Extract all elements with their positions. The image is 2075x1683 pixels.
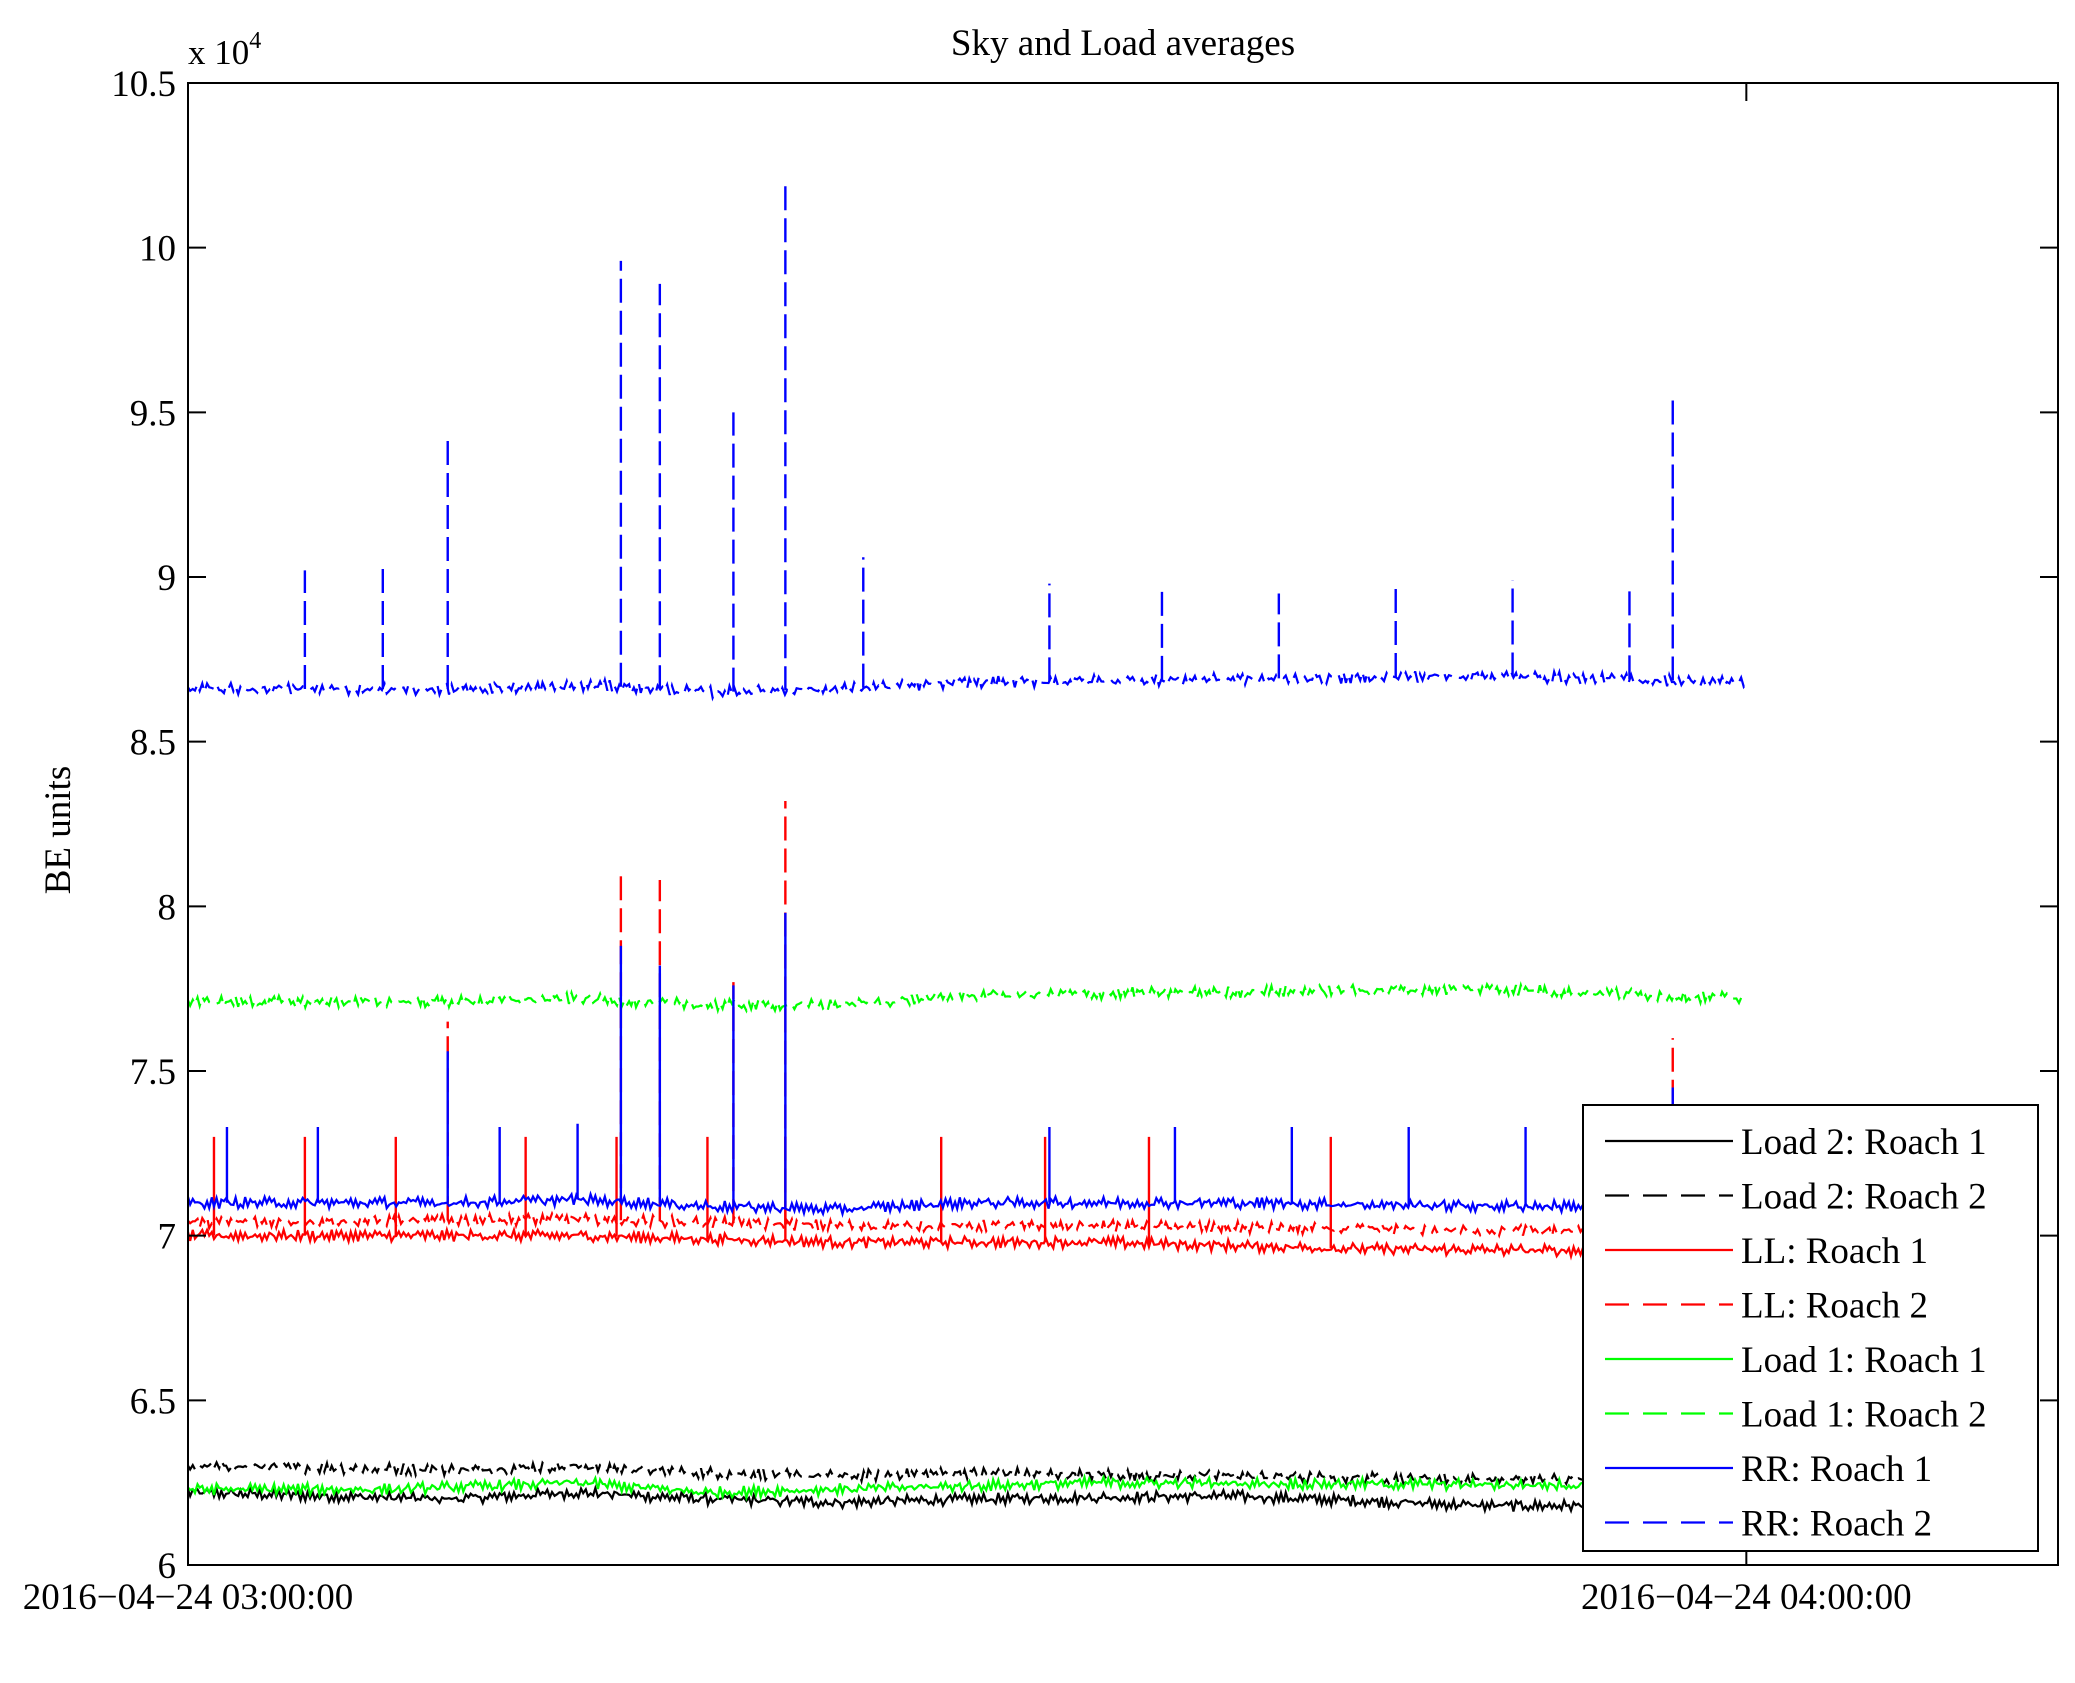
y-axis-multiplier-exponent: 4 [249, 28, 261, 54]
legend-label-7: RR: Roach 2 [1741, 1504, 1932, 1545]
y-tick-label-6: 9 [158, 558, 177, 599]
legend-label-6: RR: Roach 1 [1741, 1449, 1932, 1490]
series-line-2 [188, 1225, 1747, 1261]
series-line-6 [188, 1190, 1748, 1218]
y-tick-label-9: 10.5 [111, 64, 176, 105]
y-tick-label-4: 8 [158, 887, 177, 928]
series-line-3 [188, 1210, 1748, 1242]
y-tick-label-5: 8.5 [130, 723, 176, 764]
x-tick-label-0: 2016−04−24 03:00:00 [23, 1577, 354, 1618]
legend-label-1: Load 2: Roach 2 [1741, 1177, 1987, 1218]
series-line-5 [188, 979, 1747, 1015]
series-line-4 [188, 1473, 1748, 1502]
legend-label-5: Load 1: Roach 2 [1741, 1395, 1987, 1436]
y-tick-label-1: 6.5 [130, 1381, 176, 1422]
series-group [188, 178, 1748, 1515]
y-tick-label-3: 7.5 [130, 1052, 176, 1093]
y-axis-label: BE units [38, 766, 79, 895]
axes: 6 6.5 7 7.5 8 8.5 9 9.5 10 10.5 2016−04−24 03:00:0… [23, 64, 2059, 1618]
series-line-1 [188, 1457, 1748, 1490]
y-tick-label-2: 7 [158, 1217, 177, 1258]
legend-label-3: LL: Roach 2 [1741, 1286, 1928, 1327]
legend-label-4: Load 1: Roach 1 [1741, 1340, 1987, 1381]
x-tick-label-1: 2016−04−24 04:00:00 [1581, 1577, 1912, 1618]
plot-area [188, 178, 1748, 1515]
legend-box [1582, 1104, 2039, 1552]
y-tick-label-8: 10 [139, 229, 176, 270]
chart-title: Sky and Load averages [951, 23, 1295, 64]
legend-label-2: LL: Roach 1 [1741, 1231, 1928, 1272]
y-axis-label-group: BE units [38, 766, 79, 895]
axes-box [187, 82, 2059, 1566]
legend: Load 2: Roach 1 Load 2: Roach 2 LL: Roach … [1582, 1104, 2039, 1552]
y-tick-label-7: 9.5 [130, 393, 176, 434]
legend-label-0: Load 2: Roach 1 [1741, 1122, 1987, 1163]
y-tick-label-0: 6 [158, 1546, 177, 1587]
y-axis-multiplier-base: x 10 [188, 33, 249, 72]
series-line-0 [188, 1484, 1748, 1515]
y-axis-multiplier: x 104 [188, 28, 261, 72]
